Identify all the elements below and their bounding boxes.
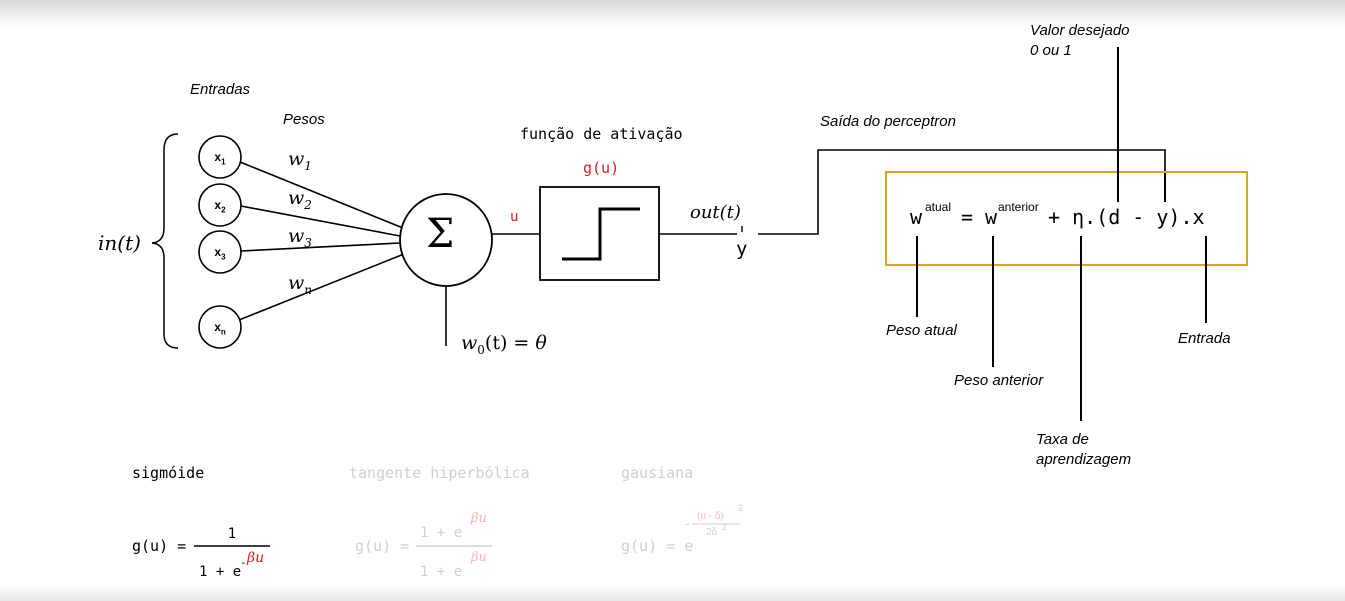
weight-n-label: wn [288,274,312,296]
input-node-n: xn [200,320,240,336]
input-node-2: x2 [200,198,240,214]
sigmoid-lhs: g(u) = [132,537,187,555]
weight-line-n [238,253,405,321]
weight-2-base: w [288,187,305,209]
tanh-denominator: 1 + e [420,564,463,580]
input-node-1-base: x [214,150,222,164]
weight-2-sub: 2 [304,197,312,212]
weight-3-label: w3 [288,227,312,249]
top-shade [0,0,1345,28]
weight-line-1 [239,161,404,229]
bias-label: w0(t) = θ [461,334,547,356]
update-equals: = [961,205,974,229]
sigmoid-title: sigmóide [132,464,205,482]
input-node-n-circle [198,305,242,349]
sigmoid-denominator: 1 + e [199,564,242,580]
taxa-label-line2: aprendizagem [1036,451,1132,468]
saida-perceptron-label: Saída do perceptron [820,113,956,130]
tanh-numerator-exp: βu [471,511,487,526]
bias-rest: (t) = [484,332,530,354]
gauss-exp-numerator: (u - δ) [697,511,724,522]
input-node-3: x3 [200,245,240,261]
tanh-denominator-exp: βu [471,550,487,565]
tanh-title: tangente hiperbólica [349,464,530,482]
pesos-label: Pesos [283,111,325,128]
out-t-label: out(t) [690,202,741,223]
entrada-label: Entrada [1178,330,1231,347]
weight-3-sub: 3 [304,235,312,250]
input-brace [151,133,179,349]
weight-line-2 [240,205,401,237]
summation-symbol: Σ [426,211,455,257]
weight-1-sub: 1 [304,158,312,173]
feedback-wire [758,149,1166,235]
weight-1-label: w1 [288,150,312,172]
valor-desejado-label-line1: Valor desejado [1030,22,1130,39]
valor-desejado-label-line2: 0 ou 1 [1030,42,1072,59]
bias-sub: 0 [477,342,485,357]
weight-n-base: w [288,272,305,294]
input-node-3-sub: 3 [221,252,226,262]
input-node-2-sub: 2 [221,205,226,215]
gauss-exp-den-sup: 2 [722,523,727,532]
input-node-1: x1 [200,150,240,166]
input-node-2-base: x [214,198,222,212]
update-sup-atual: atual [925,200,952,214]
u-label: u [510,209,519,225]
gauss-exp-minus: - [684,517,692,531]
bias-theta: θ [535,332,547,354]
gauss-title: gausiana [621,464,694,482]
y-label: y [736,238,748,260]
funcao-ativacao-label: função de ativação [520,125,683,143]
weight-2-label: w2 [288,189,312,211]
update-w-anterior: w [985,205,998,229]
input-node-n-base: x [214,320,221,334]
sigmoid-exponent: βu [247,550,265,566]
update-rule-box [885,171,1248,266]
input-node-1-circle [198,135,242,179]
input-node-2-circle [198,183,242,227]
peso-anterior-label: Peso anterior [954,372,1044,389]
sigmoid-exp-minus: - [240,556,247,569]
input-node-n-sub: n [220,327,226,337]
gauss-exp-num-sup: 2 [738,503,744,513]
input-node-3-base: x [214,245,222,259]
bias-w: w [461,332,478,354]
weight-3-base: w [288,225,305,247]
update-sup-anterior: anterior [998,200,1039,214]
update-rest: + η.(d - y).x [1048,205,1205,229]
weight-1-base: w [288,148,305,170]
in-t-label: in(t) [98,231,141,255]
taxa-label-line1: Taxa de [1036,431,1089,448]
bottom-shade [0,585,1345,601]
tanh-numerator: 1 + e [420,525,463,541]
input-node-3-circle [198,230,242,274]
sigmoid-numerator: 1 [227,526,237,542]
entradas-label: Entradas [190,81,251,98]
step-function-icon [562,207,640,261]
update-w-atual: w [910,205,923,229]
input-node-1-sub: 1 [221,157,226,167]
activation-g-u-label: g(u) [583,159,620,177]
gauss-exp-denominator: 2δ [706,527,718,538]
tanh-lhs: g(u) = [355,537,410,555]
weight-n-sub: n [304,282,312,297]
weight-line-3 [240,242,401,252]
peso-atual-label: Peso atual [886,322,957,339]
gauss-lhs: g(u) = e [621,537,694,555]
